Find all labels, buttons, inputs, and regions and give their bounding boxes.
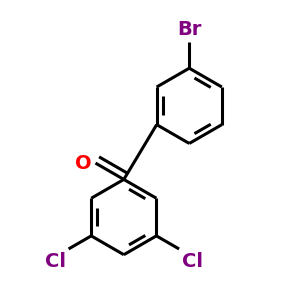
Text: Cl: Cl (45, 252, 66, 271)
Text: Br: Br (177, 20, 201, 39)
Text: O: O (75, 154, 92, 172)
Text: Cl: Cl (182, 252, 203, 271)
